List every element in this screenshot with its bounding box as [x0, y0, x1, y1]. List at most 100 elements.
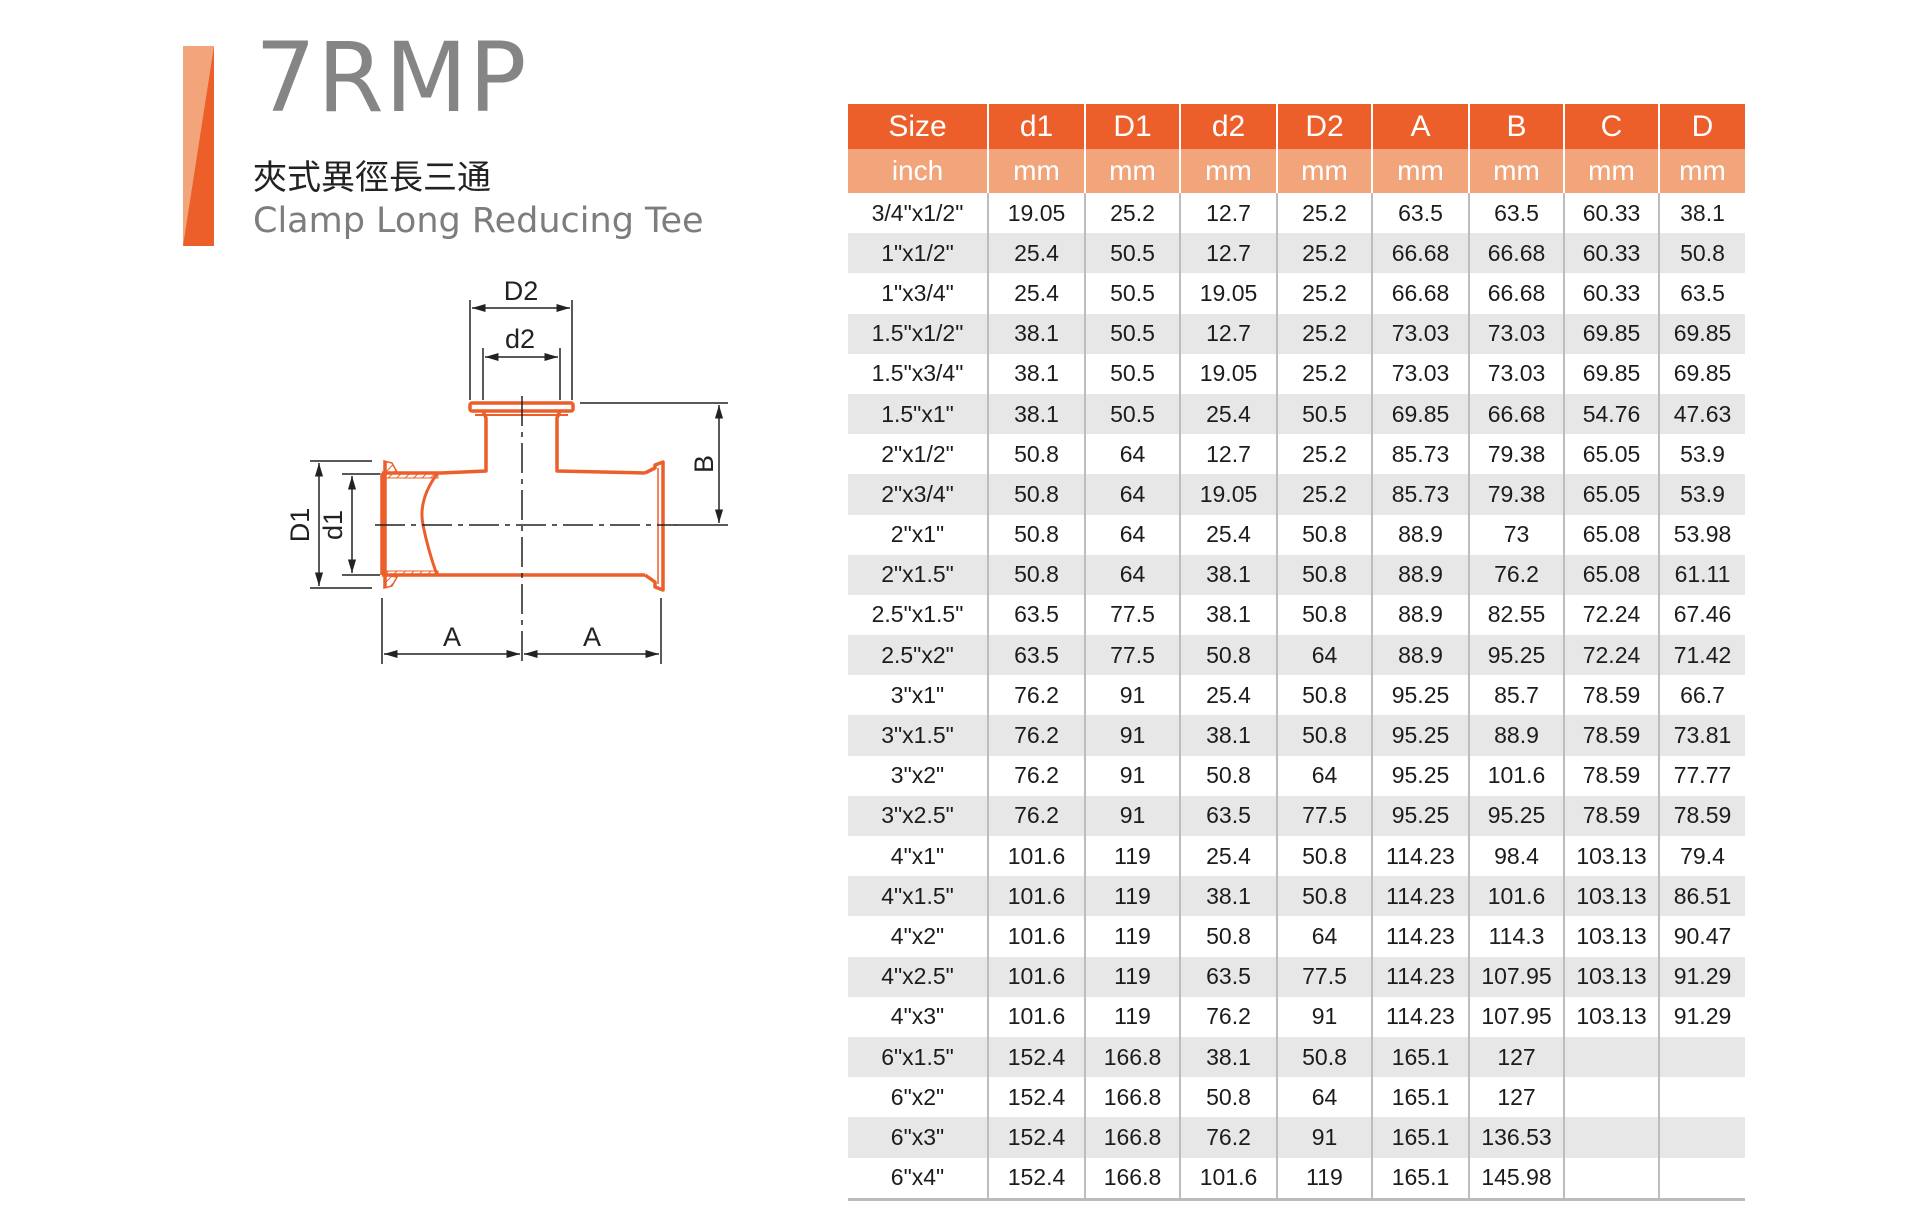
- label-A-right: A: [583, 622, 601, 652]
- title-english: Clamp Long Reducing Tee: [253, 201, 704, 241]
- cell-A: 88.9: [1371, 554, 1469, 595]
- cell-D2: 91: [1276, 1117, 1372, 1158]
- cell-D2: 25.2: [1276, 193, 1372, 234]
- cell-d1: 101.6: [987, 916, 1085, 957]
- table-body: 3/4"x1/2" 19.05 25.2 12.7 25.2 63.5 63.5 60.33 3…: [848, 193, 1745, 1201]
- cell-D2: 50.5: [1276, 393, 1372, 435]
- cell-A: 95.25: [1371, 795, 1469, 836]
- table-row: 1.5"x1" 38.1 50.5 25.4 50.5 69.85 66.68 54.76 47…: [848, 393, 1745, 435]
- header-row-units: inch mm mm mm mm mm mm mm mm: [848, 149, 1745, 193]
- cell-D1: 91: [1084, 675, 1180, 716]
- title-chinese: 夾式異徑長三通: [253, 158, 491, 198]
- cell-d1: 76.2: [987, 795, 1085, 836]
- cell-D2: 50.8: [1276, 836, 1372, 877]
- cell-d1: 152.4: [987, 1077, 1085, 1118]
- cell-d2: 38.1: [1179, 1036, 1277, 1078]
- cell-D1: 91: [1084, 795, 1180, 836]
- cell-C: 65.08: [1563, 514, 1659, 555]
- cell-D1: 119: [1084, 876, 1180, 917]
- cell-d2: 19.05: [1179, 273, 1277, 314]
- cell-D2: 50.8: [1276, 715, 1372, 756]
- cell-d2: 63.5: [1179, 795, 1277, 836]
- cell-size: 6"x4": [848, 1157, 988, 1201]
- cell-C: 60.33: [1563, 233, 1659, 274]
- cell-A: 165.1: [1371, 1117, 1469, 1158]
- cell-d2: 25.4: [1179, 514, 1277, 555]
- cell-D1: 64: [1084, 434, 1180, 475]
- cell-size: 4"x2.5": [848, 956, 988, 997]
- cell-size: 2"x1": [890, 521, 945, 548]
- cell-B: 82.55: [1468, 594, 1564, 636]
- dimension-D2: [469, 300, 573, 400]
- cell-C: 54.76: [1563, 393, 1659, 435]
- cell-B: 98.4: [1468, 836, 1564, 877]
- cell-D1: 50.5: [1084, 273, 1180, 314]
- cell-size: 3"x1.5": [848, 715, 988, 756]
- table-row: 3"x1" 76.2 91 25.4 50.8 95.25 85.7 78.59 66.7: [848, 675, 1745, 716]
- cell-size: 1"x3/4": [881, 279, 954, 306]
- cell-C: 78.59: [1563, 755, 1659, 796]
- cell-D: 69.85: [1658, 313, 1745, 354]
- cell-B: 66.68: [1468, 393, 1564, 435]
- cell-size: 4"x2": [890, 922, 945, 949]
- cell-d1: 101.6: [987, 876, 1085, 917]
- cell-D1: 166.8: [1084, 1157, 1180, 1201]
- table-row: 1"x3/4" 25.4 50.5 19.05 25.2 66.68 66.68 60.33 6…: [848, 273, 1745, 314]
- cell-d1: 50.8: [987, 474, 1085, 515]
- cell-D: 71.42: [1658, 635, 1745, 676]
- cell-D: [1658, 1157, 1745, 1201]
- cell-B: 66.68: [1468, 273, 1564, 314]
- cell-d1: 101.6: [987, 996, 1085, 1037]
- cell-D: [1658, 1077, 1745, 1118]
- cell-d2: 76.2: [1179, 1117, 1277, 1158]
- cell-D2: 25.2: [1276, 434, 1372, 475]
- table-row: 4"x1.5" 101.6 119 38.1 50.8 114.23 101.6 103.13…: [848, 876, 1745, 917]
- cell-D1: 166.8: [1084, 1077, 1180, 1118]
- dimension-D1: [310, 460, 372, 589]
- cell-D1: 50.5: [1084, 313, 1180, 354]
- accent-bar: [183, 46, 214, 246]
- cell-D2: 64: [1276, 1077, 1372, 1118]
- cell-size: 1"x1/2": [848, 233, 988, 274]
- cell-D1: 91: [1084, 715, 1180, 756]
- label-D1: D1: [285, 508, 315, 543]
- cell-D: 53.9: [1658, 434, 1745, 475]
- cell-B: 127: [1468, 1077, 1564, 1118]
- cell-D1: 77.5: [1084, 635, 1180, 676]
- table-row: 2"x1/2" 50.8 64 12.7 25.2 85.73 79.38 65.05 53.9: [848, 434, 1745, 475]
- col-unit-C: mm: [1563, 149, 1659, 193]
- cell-d1: 152.4: [987, 1117, 1085, 1158]
- cell-D: 69.85: [1658, 353, 1745, 394]
- cell-D2: 50.8: [1276, 554, 1372, 595]
- cell-D: 91.29: [1658, 956, 1745, 997]
- tee-dimension-diagram: D2 d2 B D1 d1 A A: [285, 276, 728, 665]
- table-row: 3"x2" 76.2 91 50.8 64 95.25 101.6 78.59 77.77: [848, 755, 1745, 796]
- cell-B: 79.38: [1468, 434, 1564, 475]
- cell-C: 72.24: [1563, 594, 1659, 636]
- cell-D1: 119: [1084, 996, 1180, 1037]
- cell-size: 2.5"x2": [848, 635, 988, 676]
- cell-B: 136.53: [1468, 1117, 1564, 1158]
- cell-C: 69.85: [1563, 313, 1659, 354]
- cell-d2: 38.1: [1179, 594, 1277, 636]
- table-row: 2"x3/4" 50.8 64 19.05 25.2 85.73 79.38 65.05 53.…: [848, 474, 1745, 515]
- cell-D: 61.11: [1658, 554, 1745, 595]
- cell-d1: 38.1: [987, 353, 1085, 394]
- dimension-B: [580, 402, 728, 526]
- cell-C: 103.13: [1563, 996, 1659, 1037]
- cell-B: 73.03: [1468, 353, 1564, 394]
- cell-D2: 64: [1276, 916, 1372, 957]
- cell-C: 65.05: [1563, 474, 1659, 515]
- cell-D1: 50.5: [1084, 233, 1180, 274]
- cell-d2: 25.4: [1179, 836, 1277, 877]
- cell-size: 2"x1/2": [881, 440, 954, 467]
- cell-A: 63.5: [1371, 193, 1469, 234]
- cell-size: 6"x2": [890, 1083, 945, 1110]
- cell-A: 114.23: [1371, 836, 1469, 877]
- cell-A: 165.1: [1371, 1157, 1469, 1201]
- cell-d2: 12.7: [1179, 434, 1277, 475]
- cell-C: 60.33: [1563, 273, 1659, 314]
- cell-size: 4"x1.5": [848, 876, 988, 917]
- cell-D1: 119: [1084, 836, 1180, 877]
- table-row: 2"x1" 50.8 64 25.4 50.8 88.9 73 65.08 53.98: [848, 514, 1745, 555]
